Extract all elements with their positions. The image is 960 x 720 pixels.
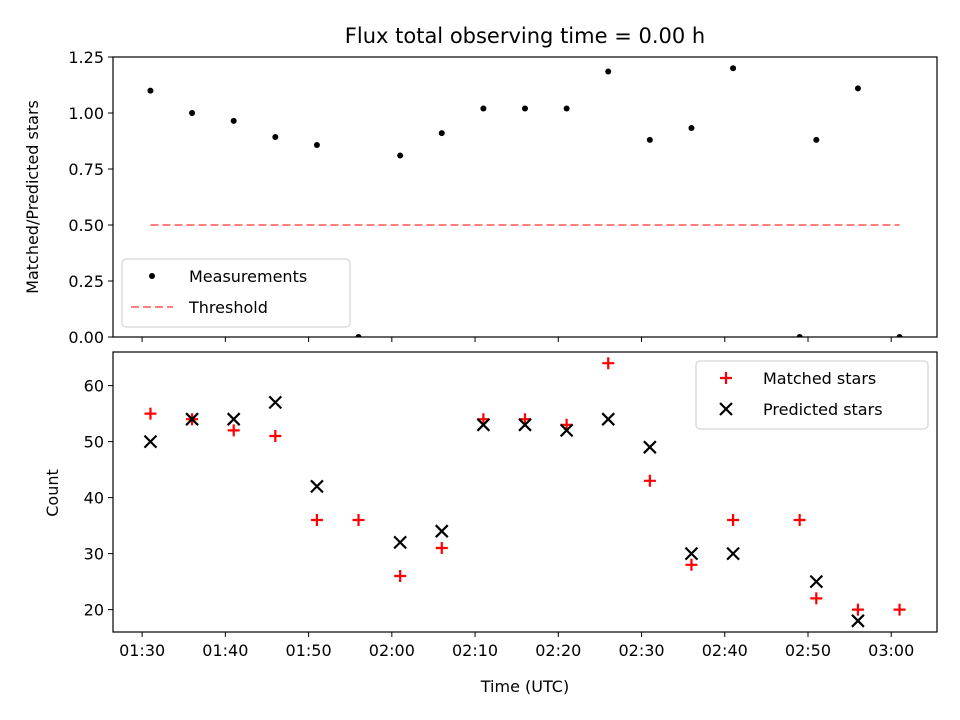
x-tick-label: 02:20: [535, 641, 581, 660]
y-tick-label: 1.25: [68, 48, 104, 67]
measurements-point: [730, 65, 737, 72]
legend-label: Measurements: [189, 267, 307, 286]
matched-stars-point: [477, 413, 490, 426]
matched-stars-point: [310, 514, 323, 526]
top-y-axis-label: Matched/Predicted stars: [23, 100, 42, 294]
x-tick-label: 02:00: [369, 641, 415, 660]
predicted-stars-point: [601, 412, 616, 426]
predicted-stars-point: [643, 440, 657, 454]
legend: Measurements Threshold: [121, 258, 351, 328]
matched-stars-point: [227, 424, 240, 437]
x-tick-label: 02:30: [618, 641, 664, 660]
legend-box: [121, 258, 351, 328]
axes-frame: [112, 56, 938, 338]
legend-predicted-stars-marker: [719, 402, 733, 416]
predicted-stars-point: [851, 614, 865, 628]
measurements-point: [480, 105, 487, 112]
count-panel: 01:30 01:40 01:50 02:00 02:10 02:20 02:30 02:40…: [84, 351, 938, 660]
matched-stars-point: [810, 592, 823, 605]
predicted-stars-point: [476, 418, 491, 432]
predicted-stars-point: [434, 524, 449, 538]
measurements-point: [813, 136, 820, 143]
y-tick-label: 60: [84, 377, 104, 396]
measurements-point: [189, 110, 196, 116]
measurements-point: [313, 142, 320, 149]
x-tick-label: 02:40: [702, 641, 748, 660]
matched-stars-point: [602, 357, 615, 370]
matched-stars-point: [144, 407, 157, 420]
matched-stars-point: [519, 413, 531, 426]
chart-title: Flux total observing time = 0.00 h: [345, 24, 705, 48]
predicted-stars-point: [684, 546, 699, 561]
plot-area: [147, 65, 903, 337]
legend-label: Matched stars: [763, 369, 876, 388]
y-tick-label: 20: [84, 601, 104, 620]
x-tick-label: 03:00: [868, 641, 914, 660]
x-tick-label: 01:40: [202, 641, 248, 660]
legend-box: [695, 360, 929, 430]
measurements-point: [563, 105, 570, 112]
matched-stars-point: [851, 603, 864, 616]
matched-stars-point: [793, 514, 806, 526]
legend: Matched stars Predicted stars: [695, 360, 929, 430]
axes-frame: [112, 351, 938, 633]
y-tick-label: 0.25: [68, 272, 104, 291]
x-tick-label: 01:30: [119, 641, 165, 660]
measurements-point: [854, 85, 861, 92]
matched-stars-point: [435, 542, 448, 554]
measurements-point: [796, 334, 803, 337]
x-tick-label: 01:50: [286, 641, 332, 660]
matched-stars-point: [269, 430, 282, 442]
y-tick-label: 30: [84, 545, 104, 564]
matched-stars-point: [685, 558, 698, 571]
measurements-point: [230, 117, 237, 124]
matched-stars-point: [643, 474, 656, 487]
legend-measurements-marker: [149, 273, 155, 279]
predicted-stars-point: [310, 479, 324, 494]
x-axis-label: Time (UTC): [480, 677, 569, 696]
plot-area: [143, 357, 906, 628]
predicted-stars-point: [518, 418, 532, 432]
measurements-point: [896, 334, 903, 337]
predicted-stars-point: [559, 423, 574, 438]
y-tick-label: 0.00: [68, 328, 104, 347]
measurements-point: [646, 136, 653, 143]
y-tick-label: 0.75: [68, 160, 104, 179]
x-tick-label: 02:50: [785, 641, 831, 660]
predicted-stars-point: [268, 395, 283, 410]
matched-stars-point: [560, 418, 573, 431]
y-tick-label: 1.00: [68, 104, 104, 123]
predicted-stars-point: [226, 412, 241, 426]
measurements-point: [397, 152, 404, 159]
bottom-y-axis-label: Count: [43, 469, 62, 517]
measurements-point: [522, 105, 528, 112]
measurements-point: [147, 87, 154, 94]
measurements-point: [355, 334, 362, 337]
ratio-panel: 0.00 0.25 0.50 0.75 1.00 1.25 Measurements Thre…: [68, 48, 938, 347]
legend-matched-stars-marker: [720, 372, 732, 384]
measurements-point: [272, 133, 279, 140]
matched-stars-point: [394, 570, 407, 582]
y-tick-label: 40: [84, 489, 104, 508]
legend-label: Predicted stars: [763, 400, 883, 419]
x-tick-label: 02:10: [452, 641, 498, 660]
legend-label: Threshold: [188, 298, 268, 317]
predicted-stars-point: [393, 535, 407, 550]
predicted-stars-point: [726, 546, 740, 561]
predicted-stars-point: [185, 412, 199, 426]
predicted-stars-point: [809, 574, 824, 589]
measurements-point: [688, 125, 695, 132]
predicted-stars-point: [143, 434, 158, 449]
y-tick-label: 50: [84, 433, 104, 452]
matched-stars-point: [893, 603, 906, 616]
matched-stars-point: [352, 514, 365, 526]
matched-stars-point: [727, 514, 740, 526]
y-tick-label: 0.50: [68, 216, 104, 235]
measurements-point: [605, 68, 612, 75]
measurements-point: [438, 130, 445, 137]
